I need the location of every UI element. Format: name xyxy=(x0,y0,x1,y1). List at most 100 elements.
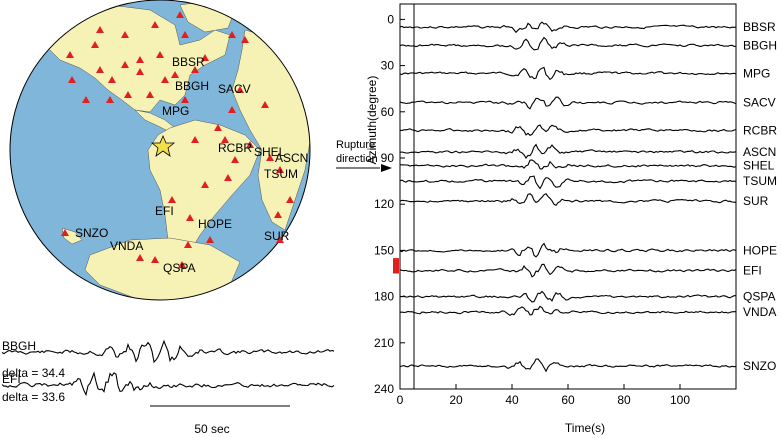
seismogram-trace xyxy=(399,192,737,206)
y-tick-label: 90 xyxy=(381,151,395,165)
station-triangle-icon xyxy=(124,91,132,98)
rupture-direction-bar xyxy=(393,258,399,274)
left-trace-station-label: BBGH xyxy=(2,339,36,353)
station-label: HOPE xyxy=(198,217,232,231)
station-triangle-icon xyxy=(261,101,269,108)
station-triangle-icon xyxy=(68,76,76,83)
station-triangle-icon xyxy=(266,154,274,161)
trace-station-label: HOPE xyxy=(743,243,777,257)
y-tick-label: 180 xyxy=(374,290,394,304)
station-triangle-icon xyxy=(106,96,114,103)
station-triangle-icon xyxy=(286,196,294,203)
trace-station-label: BBGH xyxy=(743,39,777,53)
y-tick-label: 60 xyxy=(381,105,395,119)
station-label: TSUM xyxy=(264,167,298,181)
seismogram-trace xyxy=(399,124,737,136)
rupture-label-line1: Rupture xyxy=(336,139,375,151)
station-triangle-icon xyxy=(161,76,169,83)
station-triangle-icon xyxy=(136,56,144,63)
seismogram-trace xyxy=(399,242,737,258)
station-label: BBSR xyxy=(172,55,205,69)
land-masses xyxy=(39,0,310,300)
station-triangle-icon xyxy=(201,54,209,61)
trace-station-label: EFI xyxy=(743,263,762,277)
station-triangle-icon xyxy=(176,11,184,18)
station-triangle-icon xyxy=(191,66,199,73)
station-triangle-icon xyxy=(191,136,199,143)
trace-station-label: RCBR xyxy=(743,123,777,137)
station-triangle-icon xyxy=(276,166,284,173)
station-triangle-icon xyxy=(181,96,189,103)
x-axis-label: Time(s) xyxy=(565,421,605,435)
station-triangle-icon xyxy=(236,86,244,93)
station-triangle-icon xyxy=(61,229,69,236)
seismogram-traces xyxy=(399,21,737,373)
station-triangle-icon xyxy=(171,71,179,78)
seismogram-trace xyxy=(399,96,737,110)
station-triangle-icon xyxy=(228,31,236,38)
station-triangle-icon xyxy=(136,68,144,75)
x-tick-label: 0 xyxy=(397,393,404,407)
station-triangle-icon xyxy=(108,76,116,83)
station-triangle-icon xyxy=(178,261,186,268)
trace-station-label: VNDA xyxy=(743,305,776,319)
y-tick-label: 210 xyxy=(374,336,394,350)
station-triangle-icon xyxy=(214,124,222,131)
y-tick-label: 240 xyxy=(374,382,394,396)
station-triangle-icon xyxy=(276,236,284,243)
trace-station-label: BBSR xyxy=(743,20,776,34)
left-waveforms: BBGH delta = 34.4 EFI EFI delta = 33.6 5… xyxy=(1,339,335,436)
north-america xyxy=(39,4,231,113)
station-triangle-icon xyxy=(151,21,159,28)
x-tick-label: 100 xyxy=(670,393,690,407)
record-section-chart: 0 30 60 90 120 150 180 210 240 0 20 40 60 80 100 BBSR… xyxy=(336,3,777,435)
station-label: BBGH xyxy=(175,79,209,93)
trace-station-label: TSUM xyxy=(743,174,777,188)
station-label: SHEL xyxy=(254,145,286,159)
station-triangle-icon xyxy=(201,181,209,188)
trace-station-label: ASCN xyxy=(743,145,776,159)
seismogram-trace xyxy=(399,263,737,278)
station-label: SNZO xyxy=(75,226,108,240)
trace-station-label: SHEL xyxy=(743,159,775,173)
station-triangle-icon xyxy=(82,96,90,103)
station-triangle-icon xyxy=(206,236,214,243)
station-triangle-icon xyxy=(156,51,164,58)
plot-frame xyxy=(399,3,737,390)
trace-station-label: SACV xyxy=(743,96,776,110)
left-waveform-trace xyxy=(1,371,335,397)
station-triangle-icon xyxy=(168,196,176,203)
new-zealand xyxy=(61,227,83,245)
y-axis-ticks: 0 30 60 90 120 150 180 210 240 xyxy=(374,12,405,396)
left-trace-delta-label: delta = 34.4 xyxy=(2,366,65,380)
x-axis-ticks: 0 20 40 60 80 100 xyxy=(397,384,690,407)
station-label: SUR xyxy=(264,229,290,243)
trace-station-label: SNZO xyxy=(743,359,776,373)
left-trace-delta-label: delta = 33.6 xyxy=(2,390,65,404)
station-triangle-icon xyxy=(66,51,74,58)
station-label: EFI xyxy=(155,204,174,218)
station-label: SACV xyxy=(218,82,251,96)
station-triangle-icon xyxy=(231,156,239,163)
left-trace-station-label: EFI xyxy=(2,372,21,386)
station-triangle-icon xyxy=(151,256,159,263)
station-triangle-icon xyxy=(181,31,189,38)
seismogram-trace xyxy=(399,36,737,51)
x-tick-label: 80 xyxy=(617,393,631,407)
seismogram-trace xyxy=(400,159,737,170)
station-triangle-icon xyxy=(186,214,194,221)
station-triangle-icon xyxy=(228,106,236,113)
y-tick-label: 0 xyxy=(387,12,394,26)
rupture-label-line2: direction xyxy=(336,153,378,165)
station-triangle-icon xyxy=(274,211,282,218)
station-triangle-icon xyxy=(246,141,254,148)
seismogram-trace xyxy=(399,143,737,159)
station-label: ASCN xyxy=(275,151,308,165)
station-triangle-icon xyxy=(146,91,154,98)
left-waveform-trace xyxy=(1,339,335,364)
y-tick-label: 120 xyxy=(374,197,394,211)
trace-station-label: MPG xyxy=(743,66,770,80)
seismogram-trace xyxy=(399,175,737,190)
